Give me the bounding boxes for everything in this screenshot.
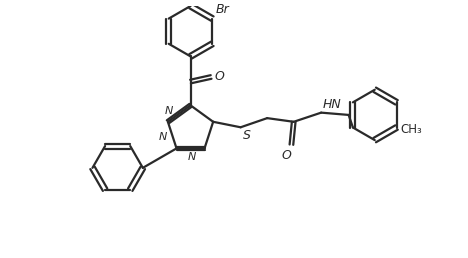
Text: N: N [187,152,196,162]
Text: N: N [165,106,173,116]
Text: S: S [242,129,250,142]
Text: N: N [159,132,167,142]
Text: CH₃: CH₃ [400,123,422,136]
Text: O: O [215,70,225,83]
Text: HN: HN [323,98,342,111]
Text: O: O [282,149,292,162]
Text: Br: Br [216,3,230,16]
